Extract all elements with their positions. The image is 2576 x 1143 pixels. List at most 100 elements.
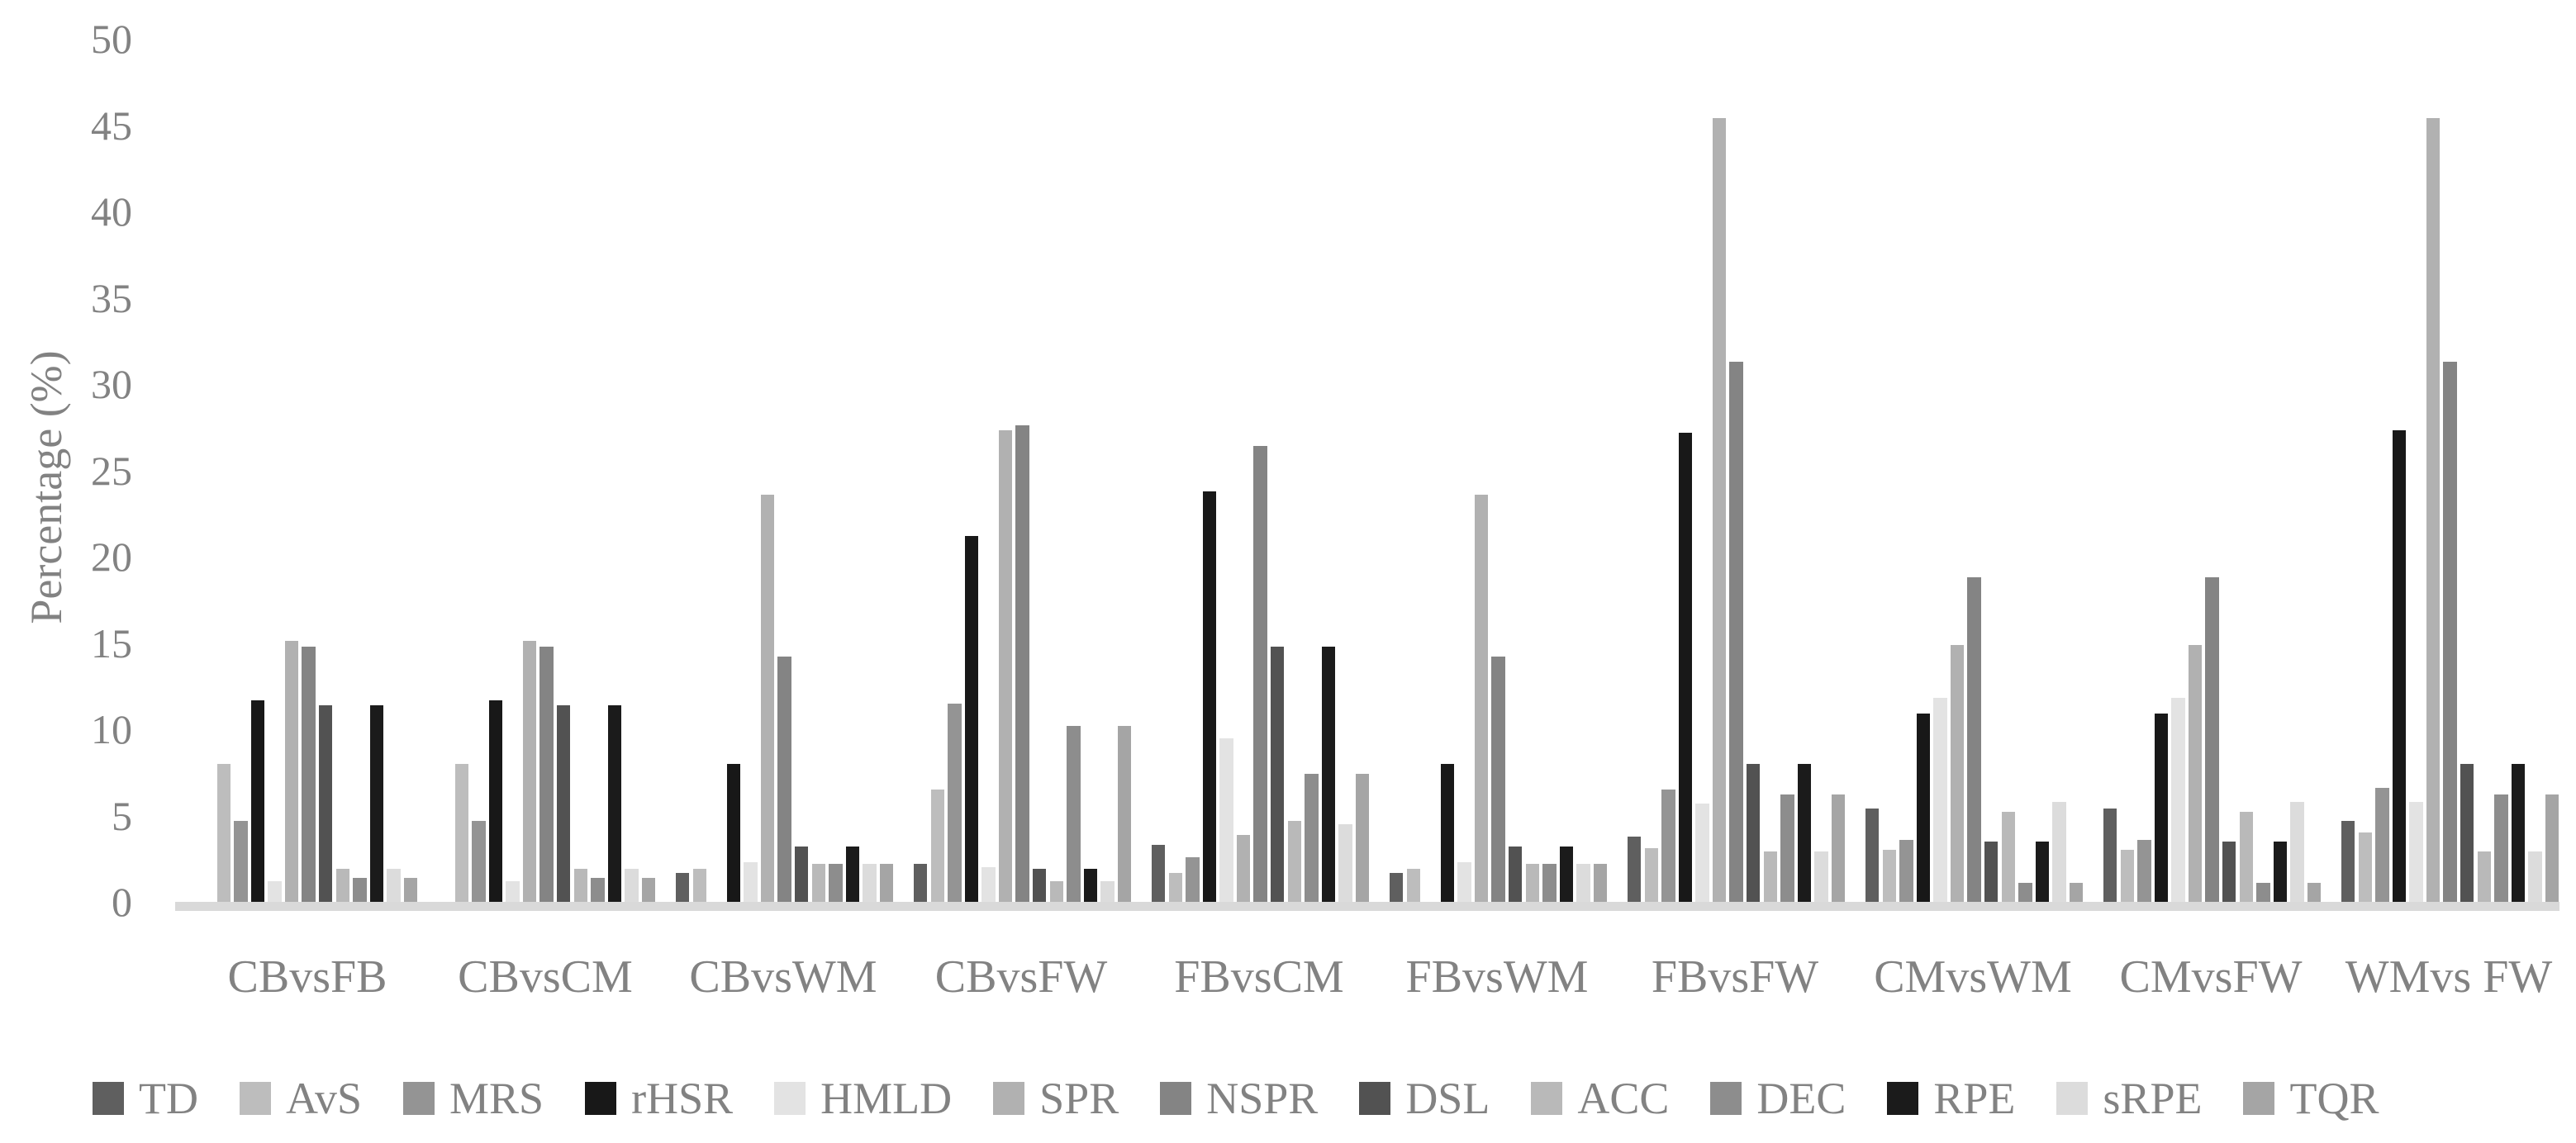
bar-ACC-FBvsFW xyxy=(1763,851,1778,902)
bar-HMLD-FBvsWM xyxy=(1457,861,1471,902)
bar-NSPR-FBvsWM xyxy=(1491,657,1505,902)
bar-MRS-CMvsFW xyxy=(2137,839,2151,902)
bar-sRPE-CBvsFW xyxy=(1100,880,1115,902)
bar-TQR-CBvsFB xyxy=(403,877,418,902)
bar-group-CBvsFW xyxy=(914,425,1132,902)
y-tick-label-10: 10 xyxy=(91,706,132,752)
bar-SPR-FBvsCM xyxy=(1236,834,1251,902)
legend-item-TQR: TQR xyxy=(2243,1073,2379,1124)
bar-DEC-FBvsFW xyxy=(1780,794,1794,902)
bar-DSL-FBvsCM xyxy=(1271,646,1285,902)
bar-group-WMvsFW xyxy=(2341,118,2559,902)
bar-NSPR-CBvsFW xyxy=(1015,425,1029,902)
bar-ACC-CMvsWM xyxy=(2001,812,2016,902)
bar-SPR-CMvsFW xyxy=(2188,644,2203,902)
bar-MRS-FBvsFW xyxy=(1661,790,1675,902)
legend-swatch-RPE xyxy=(1887,1082,1919,1115)
bar-MRS-FBvsCM xyxy=(1186,856,1200,902)
legend-label-MRS: MRS xyxy=(449,1074,544,1123)
x-axis-label-CBvsFB: CBvsFB xyxy=(227,951,387,1003)
bar-SPR-CBvsWM xyxy=(760,494,775,902)
bar-AvS-CBvsCM xyxy=(454,763,468,902)
legend-label-SPR: SPR xyxy=(1039,1074,1119,1123)
bar-HMLD-CMvsFW xyxy=(2171,698,2185,902)
legend-item-AvS: AvS xyxy=(239,1073,362,1124)
bar-TD-FBvsCM xyxy=(1152,845,1166,902)
bar-AvS-CMvsWM xyxy=(1882,850,1896,902)
bar-SPR-FBvsFW xyxy=(1712,118,1727,902)
bar-group-CBvsFB xyxy=(200,641,418,902)
bar-ACC-CBvsFB xyxy=(335,869,350,902)
bar-DEC-CBvsFB xyxy=(353,877,367,902)
bar-rHSR-FBvsCM xyxy=(1202,491,1217,902)
legend-label-TD: TD xyxy=(139,1074,198,1123)
legend-label-sRPE: sRPE xyxy=(2103,1074,2203,1123)
bar-TQR-CBvsCM xyxy=(641,877,656,902)
bar-HMLD-FBvsFW xyxy=(1695,803,1709,902)
bar-TD-CMvsFW xyxy=(2103,809,2117,902)
bar-RPE-CBvsWM xyxy=(845,847,860,902)
legend-swatch-DSL xyxy=(1359,1082,1391,1115)
bar-DEC-FBvsWM xyxy=(1542,864,1557,902)
bar-DEC-CBvsFW xyxy=(1067,725,1081,902)
bar-SPR-CMvsWM xyxy=(1950,644,1965,902)
bar-rHSR-CBvsCM xyxy=(488,700,503,902)
y-tick-label-20: 20 xyxy=(91,534,132,580)
bar-TQR-CBvsFW xyxy=(1117,725,1132,902)
bar-DSL-CBvsWM xyxy=(795,847,809,902)
bar-TD-CMvsWM xyxy=(1865,809,1880,902)
bar-TD-CBvsWM xyxy=(676,872,690,902)
legend-swatch-HMLD xyxy=(774,1082,806,1115)
legend-swatch-AvS xyxy=(239,1082,271,1115)
bar-AvS-FBvsWM xyxy=(1406,869,1420,902)
bar-RPE-CBvsCM xyxy=(607,704,622,902)
bar-group-CBvsCM xyxy=(438,641,656,902)
bar-sRPE-FBvsWM xyxy=(1576,864,1590,902)
y-tick-label-25: 25 xyxy=(91,447,132,494)
legend-swatch-ACC xyxy=(1531,1082,1563,1115)
bar-NSPR-FBvsCM xyxy=(1253,446,1267,902)
x-axis-line xyxy=(175,902,2559,911)
bar-rHSR-FBvsFW xyxy=(1678,432,1693,902)
bar-ACC-WMvsFW xyxy=(2477,851,2492,902)
x-axis-label-CMvsWM: CMvsWM xyxy=(1874,951,2072,1003)
bar-DEC-FBvsCM xyxy=(1305,774,1319,902)
bar-sRPE-CMvsFW xyxy=(2290,801,2304,902)
bar-MRS-CBvsFB xyxy=(234,820,248,902)
legend-label-HMLD: HMLD xyxy=(820,1074,953,1123)
bar-SPR-CBvsCM xyxy=(522,641,537,902)
x-axis-label-CBvsFW: CBvsFW xyxy=(934,951,1108,1003)
bar-NSPR-CBvsCM xyxy=(539,646,554,902)
y-tick-label-40: 40 xyxy=(91,188,132,235)
bar-DSL-CMvsWM xyxy=(1984,841,1999,902)
bar-rHSR-FBvsWM xyxy=(1440,763,1455,902)
bar-DSL-FBvsWM xyxy=(1509,847,1523,902)
bar-sRPE-CMvsWM xyxy=(2052,801,2066,902)
x-axis-label-FBvsCM: FBvsCM xyxy=(1174,951,1344,1003)
legend-label-RPE: RPE xyxy=(1933,1074,2016,1123)
bar-TD-WMvsFW xyxy=(2341,820,2355,902)
legend-swatch-rHSR xyxy=(585,1082,617,1115)
legend-label-NSPR: NSPR xyxy=(1206,1074,1319,1123)
bar-NSPR-CMvsWM xyxy=(1967,577,1981,902)
bar-group-FBvsFW xyxy=(1628,118,1846,902)
bar-ACC-CBvsFW xyxy=(1049,880,1064,902)
bar-AvS-CBvsFB xyxy=(216,763,231,902)
bar-TD-FBvsFW xyxy=(1628,836,1642,902)
legend-item-ACC: ACC xyxy=(1531,1073,1669,1124)
legend-item-SPR: SPR xyxy=(993,1073,1119,1124)
bar-group-CMvsWM xyxy=(1865,577,2084,902)
bar-HMLD-FBvsCM xyxy=(1219,737,1233,902)
legend-item-sRPE: sRPE xyxy=(2056,1073,2202,1124)
bar-DSL-CBvsFW xyxy=(1033,869,1047,902)
legend-swatch-SPR xyxy=(993,1082,1025,1115)
bar-DSL-WMvsFW xyxy=(2460,763,2474,902)
bar-ACC-CBvsWM xyxy=(811,864,826,902)
legend-item-DSL: DSL xyxy=(1359,1073,1490,1124)
legend: TD AvS MRS rHSR HMLD SPR NSPR DSL ACC DEC RPE sRPE T… xyxy=(93,1069,2379,1128)
bar-DSL-CMvsFW xyxy=(2222,841,2236,902)
bar-SPR-CBvsFB xyxy=(284,641,299,902)
bar-MRS-WMvsFW xyxy=(2375,788,2389,902)
legend-swatch-sRPE xyxy=(2056,1082,2089,1115)
y-tick-label-30: 30 xyxy=(91,361,132,407)
